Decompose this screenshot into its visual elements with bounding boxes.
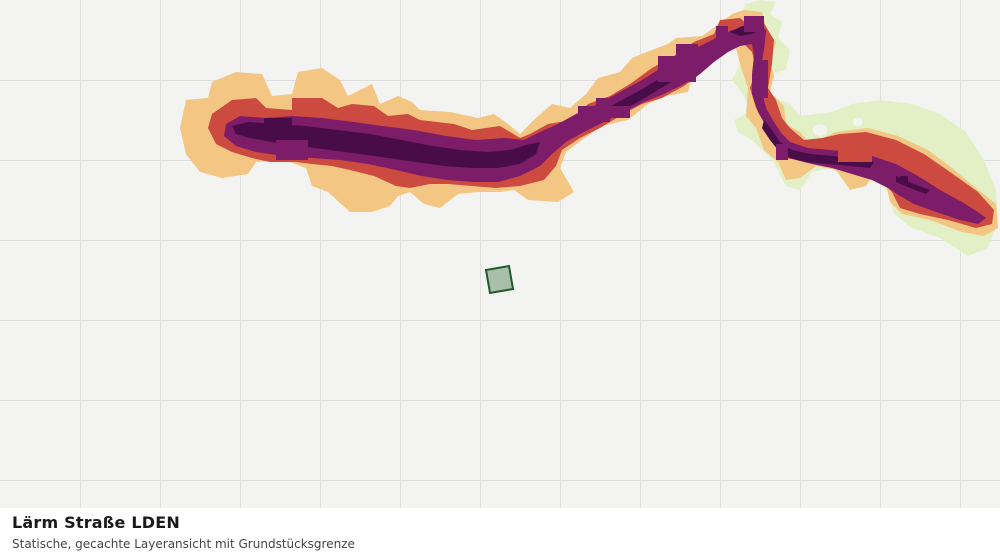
map-view[interactable] [0,0,1000,508]
layer-description: Statische, gecachte Layeransicht mit Gru… [12,537,355,551]
noise-zone-gaps [813,118,863,136]
noise-zone-blocks [264,16,908,184]
layer-title: Lärm Straße LDEN [12,513,180,532]
property-parcel[interactable] [484,264,515,295]
map-caption: Lärm Straße LDEN Statische, gecachte Lay… [0,508,1000,560]
noise-zone-purple [224,22,986,224]
map-canvas [0,0,1000,508]
tile-grid [0,0,1000,508]
